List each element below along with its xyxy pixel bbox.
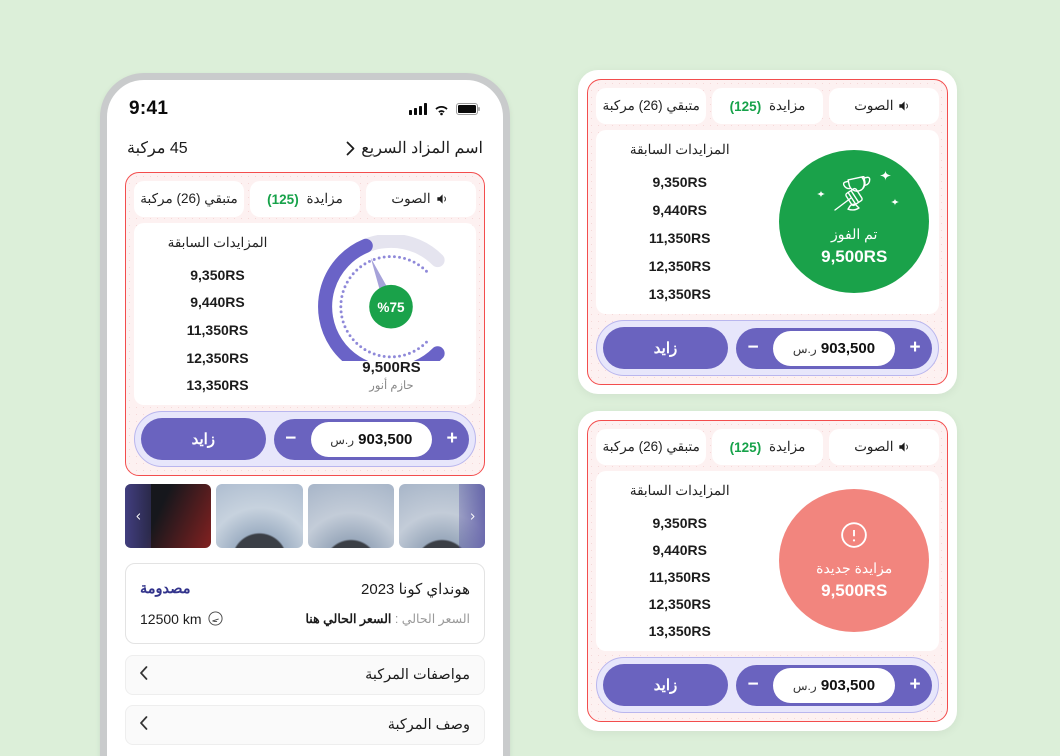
svg-text:%75: %75 [378,300,406,315]
